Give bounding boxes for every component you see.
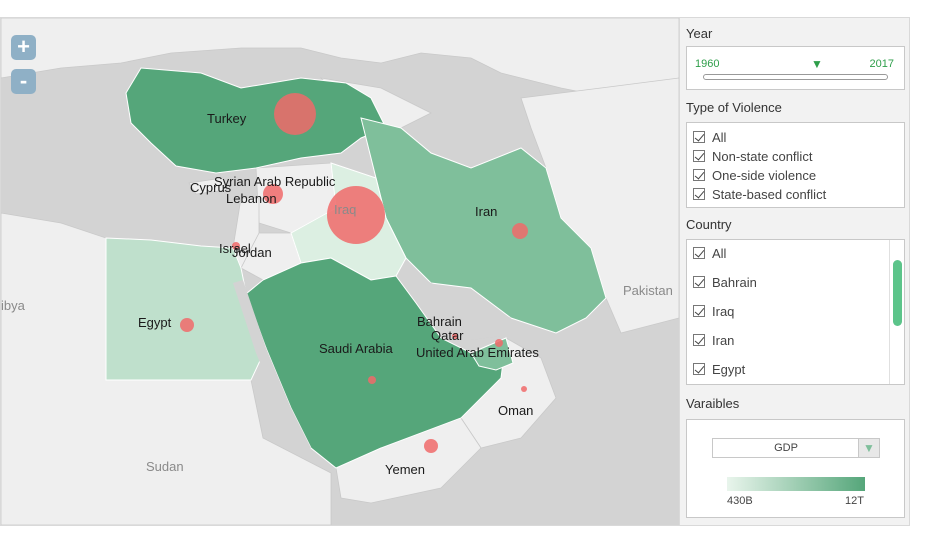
country-option-iraq[interactable]: Iraq — [693, 302, 734, 320]
marker-uae[interactable] — [495, 339, 503, 347]
dashboard-frame: Turkey Syrian Arab Republic Cyprus Leban… — [0, 17, 910, 526]
marker-egypt[interactable] — [180, 318, 194, 332]
label-qatar: Qatar — [431, 328, 464, 343]
marker-syria[interactable] — [263, 184, 283, 204]
label-lebanon: Lebanon — [226, 191, 277, 206]
filter-panel: Year 1960 2017 ▼ Type of Violence All No… — [679, 18, 909, 525]
land-africa — [1, 212, 332, 525]
label-sudan: Sudan — [146, 459, 184, 474]
egypt-region[interactable] — [105, 237, 267, 381]
cyprus-shape — [188, 177, 227, 195]
marker-israel[interactable] — [232, 242, 240, 250]
marker-iran[interactable] — [512, 223, 528, 239]
checkbox-icon[interactable] — [693, 305, 705, 317]
gdp-color-legend — [727, 477, 865, 491]
country-filter-box: All Bahrain Iraq Iran Egypt — [686, 239, 905, 385]
country-option-all[interactable]: All — [693, 244, 726, 262]
label-egypt: Egypt — [138, 315, 172, 330]
dropdown-arrow-icon[interactable]: ▼ — [858, 439, 879, 457]
zoom-out-button[interactable]: - — [11, 69, 36, 94]
year-end: 2017 — [869, 58, 894, 70]
marker-oman[interactable] — [521, 386, 527, 392]
variables-title: Varaibles — [686, 396, 740, 411]
violence-option-all[interactable]: All — [693, 128, 726, 146]
checkbox-icon[interactable] — [693, 188, 705, 200]
checkbox-icon[interactable] — [693, 247, 705, 259]
label-israel: Israel — [219, 241, 251, 256]
checkbox-icon[interactable] — [693, 363, 705, 375]
label-oman: Oman — [498, 403, 533, 418]
label-yemen: Yemen — [385, 462, 425, 477]
violence-filter-box: All Non-state conflict One-side violence… — [686, 122, 905, 208]
country-scrollbar[interactable] — [889, 240, 904, 384]
label-uae: United Arab Emirates — [416, 345, 539, 360]
variables-box: GDP ▼ 430B 12T — [686, 419, 905, 518]
label-iraq: Iraq — [334, 202, 356, 217]
violence-title: Type of Violence — [686, 100, 782, 115]
checkbox-icon[interactable] — [693, 150, 705, 162]
country-option-egypt[interactable]: Egypt — [693, 360, 745, 378]
turkey-region[interactable] — [125, 67, 387, 174]
label-jordan: Jordan — [232, 245, 272, 260]
checkbox-icon[interactable] — [693, 131, 705, 143]
legend-max: 12T — [845, 495, 864, 507]
red-sea — [233, 280, 311, 450]
label-syria: Syrian Arab Republic — [214, 174, 336, 189]
marker-iraq[interactable] — [327, 186, 385, 244]
label-iran: Iran — [475, 204, 497, 219]
country-scrollbar-thumb[interactable] — [893, 260, 902, 326]
country-option-bahrain[interactable]: Bahrain — [693, 273, 757, 291]
label-pakistan: Pakistan — [623, 283, 673, 298]
variable-select[interactable]: GDP ▼ — [712, 438, 880, 458]
year-title: Year — [686, 26, 713, 41]
country-title: Country — [686, 217, 732, 232]
persian-gulf — [406, 266, 511, 340]
year-start: 1960 — [695, 58, 720, 70]
marker-saudi[interactable] — [368, 376, 376, 384]
map-view[interactable]: Turkey Syrian Arab Republic Cyprus Leban… — [1, 18, 679, 525]
zoom-in-button[interactable]: + — [11, 35, 36, 60]
year-handle-icon[interactable]: ▼ — [811, 57, 823, 71]
year-slider-box: 1960 2017 ▼ — [686, 46, 905, 90]
variable-selected: GDP — [774, 442, 798, 454]
label-bahrain: Bahrain — [417, 314, 462, 329]
violence-option-state-based[interactable]: State-based conflict — [693, 185, 826, 203]
legend-min: 430B — [727, 495, 753, 507]
label-turkey: Turkey — [207, 111, 247, 126]
marker-bahrain[interactable] — [452, 333, 458, 339]
marker-turkey[interactable] — [274, 93, 316, 135]
label-cyprus: Cyprus — [190, 180, 232, 195]
country-option-iran[interactable]: Iran — [693, 331, 734, 349]
checkbox-icon[interactable] — [693, 334, 705, 346]
label-saudi: Saudi Arabia — [319, 341, 393, 356]
checkbox-icon[interactable] — [693, 169, 705, 181]
violence-option-one-side[interactable]: One-side violence — [693, 166, 816, 184]
marker-yemen[interactable] — [424, 439, 438, 453]
map-canvas[interactable]: Turkey Syrian Arab Republic Cyprus Leban… — [1, 18, 679, 525]
year-slider-track[interactable] — [703, 74, 888, 80]
violence-option-non-state[interactable]: Non-state conflict — [693, 147, 812, 165]
lebanon-israel-shape — [232, 197, 260, 269]
label-libya: ibya — [1, 298, 26, 313]
checkbox-icon[interactable] — [693, 276, 705, 288]
